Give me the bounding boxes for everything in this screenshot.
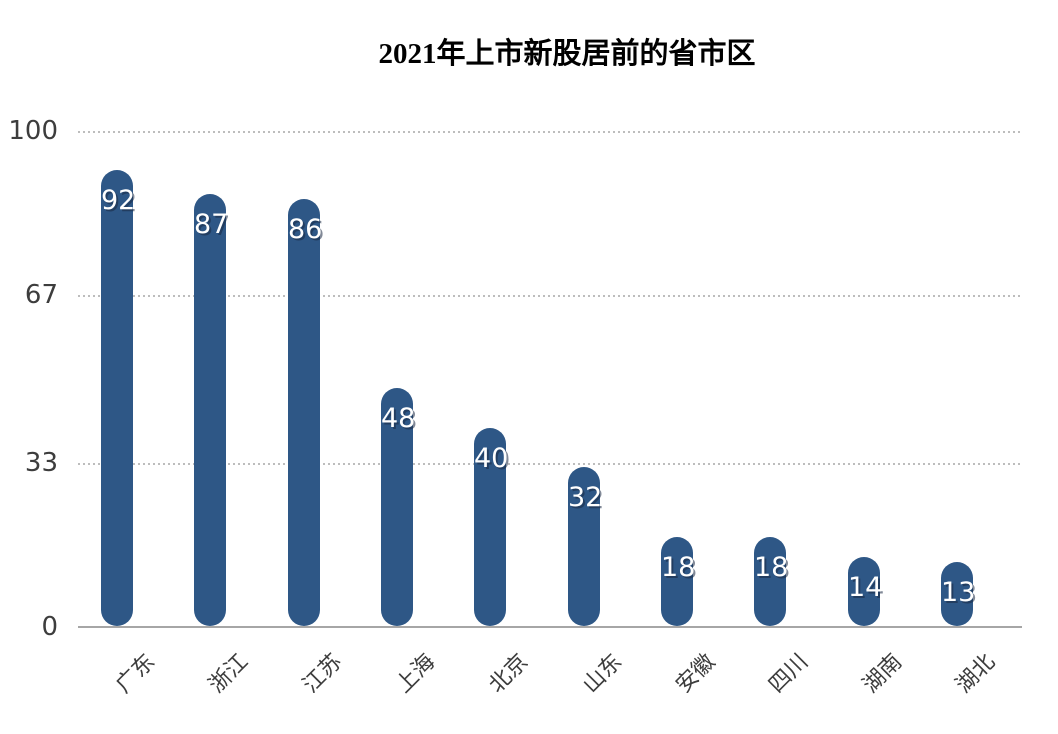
x-axis-label-9: 湖南: [858, 649, 908, 699]
bar-value-label-10: 13: [941, 577, 976, 608]
x-axis-label-4: 上海: [391, 649, 441, 699]
bar-2: 87: [194, 194, 229, 626]
x-axis-line: [78, 626, 1022, 628]
bar-9: 14: [848, 557, 883, 626]
grid-line-33: [78, 463, 1022, 465]
chart-title: 2021年上市新股居前的省市区: [378, 38, 756, 70]
y-tick-label-100: 100: [8, 116, 58, 146]
bar-10: 13: [941, 562, 976, 626]
bar-value-label-4: 48: [381, 403, 416, 434]
bar-4: 48: [381, 388, 416, 626]
bar-1: 92: [101, 170, 136, 626]
bar-value-label-3: 86: [288, 214, 323, 245]
x-axis-label-6: 山东: [578, 649, 628, 699]
bar-value-label-5: 40: [474, 443, 509, 474]
bar-3: 86: [288, 199, 323, 626]
x-axis-label-8: 四川: [764, 649, 814, 699]
bar-value-label-6: 32: [568, 482, 603, 513]
bar-8: 18: [754, 537, 789, 626]
y-tick-label-67: 67: [24, 280, 58, 310]
x-axis-label-10: 湖北: [951, 649, 1001, 699]
x-axis-label-5: 北京: [484, 649, 534, 699]
grid-line-100: [78, 131, 1022, 133]
x-axis-label-3: 江苏: [298, 649, 348, 699]
y-tick-label-33: 33: [24, 448, 58, 478]
x-axis-label-7: 安徽: [671, 649, 721, 699]
x-axis-label-1: 广东: [111, 649, 161, 699]
x-axis-label-2: 浙江: [204, 649, 254, 699]
bar-value-label-2: 87: [194, 209, 229, 240]
grid-line-67: [78, 295, 1022, 297]
bar-5: 40: [474, 428, 509, 626]
bar-value-label-1: 92: [101, 185, 136, 216]
bar-7: 18: [661, 537, 696, 626]
bar-value-label-9: 14: [848, 572, 883, 603]
bar-value-label-7: 18: [661, 552, 696, 583]
bar-value-label-8: 18: [754, 552, 789, 583]
y-tick-label-0: 0: [41, 612, 58, 642]
bar-6: 32: [568, 467, 603, 626]
